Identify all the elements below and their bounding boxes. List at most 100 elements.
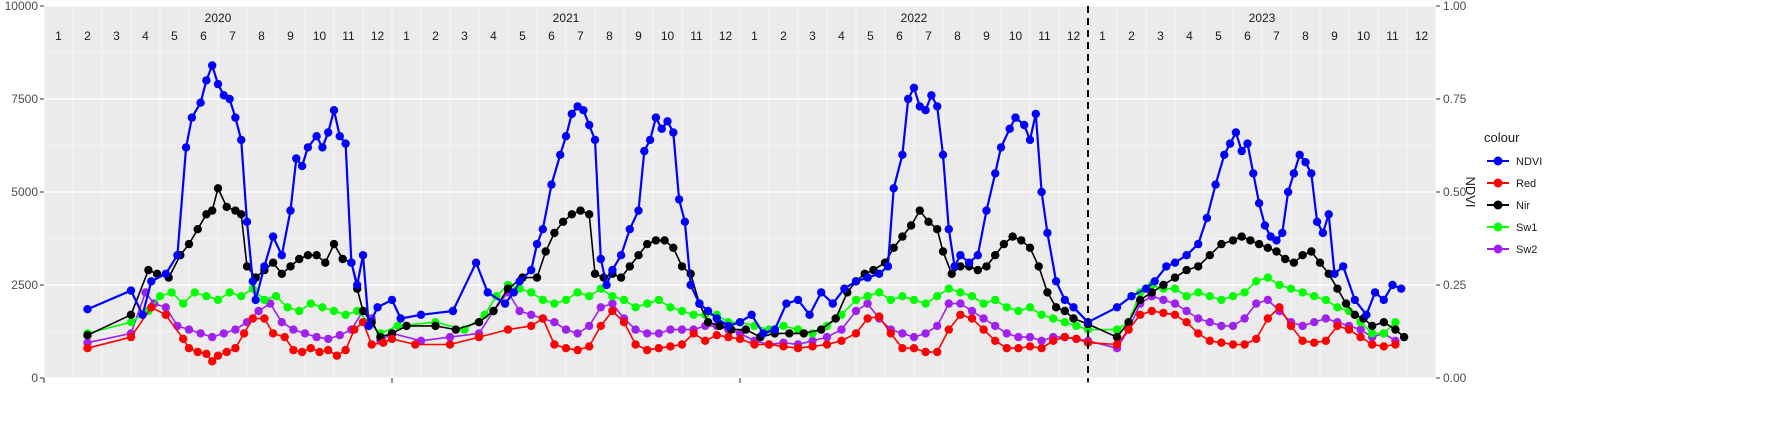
- data-point-sw2: [1321, 314, 1331, 323]
- data-point-ndvi: [138, 310, 147, 319]
- data-point-red: [735, 334, 745, 344]
- data-point-sw2: [196, 329, 205, 338]
- data-point-sw1: [1286, 284, 1296, 293]
- data-point-nir: [558, 217, 568, 226]
- data-point-red: [689, 329, 698, 338]
- right-axis-tick-label: 0.75: [1443, 92, 1467, 106]
- data-point-ndvi: [1060, 295, 1070, 305]
- data-point-ndvi: [1397, 284, 1406, 293]
- data-point-red: [1205, 336, 1215, 345]
- data-point-red: [387, 334, 397, 344]
- data-point-red: [979, 325, 988, 334]
- data-point-ndvi: [657, 124, 666, 133]
- data-point-red: [231, 344, 240, 353]
- data-point-nir: [956, 262, 965, 271]
- data-point-red: [1124, 325, 1133, 334]
- data-point-ndvi: [312, 132, 321, 141]
- legend-label-sw1: Sw1: [1516, 222, 1537, 234]
- data-point-sw1: [608, 292, 617, 301]
- month-label: 12: [371, 29, 385, 43]
- right-axis-tick-label: 0.25: [1443, 278, 1467, 292]
- data-point-sw2: [585, 321, 594, 331]
- data-point-sw1: [1263, 273, 1273, 282]
- data-point-ndvi: [782, 299, 791, 308]
- data-point-ndvi: [950, 262, 959, 271]
- data-point-sw1: [202, 292, 211, 301]
- data-point-ndvi: [1025, 135, 1035, 145]
- data-point-ndvi: [1043, 228, 1052, 238]
- data-point-sw2: [1252, 299, 1261, 308]
- data-point-red: [909, 344, 919, 353]
- data-point-ndvi: [625, 225, 634, 234]
- data-point-sw2: [1159, 295, 1168, 305]
- data-point-sw1: [1037, 310, 1046, 319]
- data-point-red: [280, 332, 289, 342]
- data-point-red: [875, 312, 884, 321]
- data-point-nir: [329, 239, 339, 249]
- data-point-sw1: [167, 288, 176, 297]
- data-point-sw2: [654, 329, 663, 338]
- data-point-nir: [489, 306, 498, 316]
- month-label: 6: [896, 29, 903, 43]
- month-label: 5: [171, 29, 178, 43]
- data-point-nir: [933, 225, 942, 234]
- data-point-ndvi: [616, 251, 626, 260]
- data-point-ndvi: [297, 161, 307, 171]
- data-point-red: [1356, 332, 1365, 342]
- data-point-sw2: [677, 325, 687, 334]
- data-point-red: [956, 310, 965, 319]
- month-label: 11: [342, 29, 355, 43]
- data-point-ndvi: [329, 106, 339, 115]
- data-point-ndvi: [669, 128, 678, 137]
- data-point-ndvi: [509, 288, 518, 297]
- data-point-sw2: [944, 299, 953, 308]
- data-point-ndvi: [608, 265, 617, 275]
- data-point-ndvi: [1243, 139, 1252, 148]
- data-point-nir: [1136, 295, 1145, 305]
- month-label: 1: [1099, 29, 1106, 43]
- data-point-sw1: [237, 292, 246, 301]
- data-point-sw1: [213, 295, 223, 305]
- data-point-sw1: [126, 318, 136, 327]
- data-point-sw1: [1298, 288, 1307, 297]
- data-point-red: [851, 329, 861, 338]
- data-point-nir: [677, 262, 687, 271]
- data-point-sw2: [550, 318, 559, 327]
- data-point-red: [863, 314, 872, 323]
- data-point-sw2: [921, 329, 930, 338]
- month-label: 5: [867, 29, 874, 43]
- data-point-ndvi: [817, 288, 826, 297]
- data-point-ndvi: [515, 277, 524, 286]
- data-point-sw1: [271, 292, 281, 301]
- data-point-nir: [625, 262, 634, 271]
- data-point-sw1: [933, 292, 942, 301]
- data-point-red: [1147, 306, 1157, 316]
- data-point-nir: [660, 236, 669, 245]
- data-point-sw2: [161, 303, 170, 312]
- data-point-sw2: [1228, 321, 1238, 331]
- data-point-ndvi: [579, 106, 588, 115]
- data-point-ndvi: [645, 135, 655, 145]
- data-point-red: [1060, 332, 1070, 342]
- month-label: 6: [548, 29, 555, 43]
- data-point-sw2: [231, 325, 240, 334]
- month-label: 5: [1215, 29, 1222, 43]
- data-point-red: [474, 332, 484, 342]
- data-point-ndvi: [1295, 150, 1304, 159]
- data-point-nir: [550, 228, 559, 238]
- data-point-sw1: [956, 288, 965, 297]
- data-point-sw1: [886, 295, 895, 305]
- data-point-sw1: [991, 295, 1000, 305]
- data-point-nir: [817, 325, 826, 334]
- data-point-sw1: [190, 288, 199, 297]
- legend-key-point-red: [1493, 178, 1503, 188]
- data-point-ndvi: [840, 284, 849, 293]
- data-point-nir: [1124, 318, 1133, 327]
- data-point-sw2: [898, 329, 907, 338]
- data-point-nir: [1205, 251, 1215, 260]
- data-point-sw2: [1037, 336, 1046, 345]
- data-point-ndvi: [387, 295, 397, 305]
- data-point-nir: [947, 269, 956, 278]
- month-label: 2: [780, 29, 787, 43]
- data-point-nir: [237, 210, 246, 219]
